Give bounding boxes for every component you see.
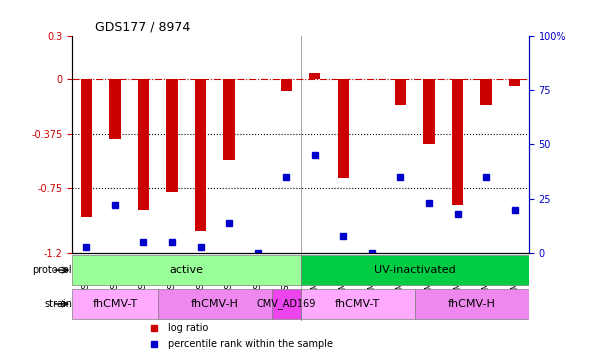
Text: active: active (169, 265, 203, 275)
Bar (309, 74, 320, 79)
Bar (81, 79, 92, 217)
Bar (423, 79, 435, 145)
FancyBboxPatch shape (72, 289, 157, 319)
FancyBboxPatch shape (272, 289, 300, 319)
FancyBboxPatch shape (300, 255, 529, 285)
Text: fhCMV-H: fhCMV-H (448, 299, 496, 309)
Bar (224, 79, 235, 160)
Text: fhCMV-T: fhCMV-T (93, 299, 138, 309)
Text: fhCMV-H: fhCMV-H (191, 299, 239, 309)
Bar (480, 79, 492, 105)
Bar (195, 79, 206, 231)
Text: log ratio: log ratio (168, 323, 209, 333)
Bar (338, 79, 349, 178)
Bar (281, 79, 292, 91)
Text: protocol: protocol (32, 265, 72, 275)
Bar (166, 79, 178, 192)
Text: UV-inactivated: UV-inactivated (374, 265, 456, 275)
Bar (109, 79, 121, 139)
Bar (138, 79, 149, 210)
FancyBboxPatch shape (300, 289, 415, 319)
Bar (452, 79, 463, 205)
FancyBboxPatch shape (72, 255, 300, 285)
Text: CMV_AD169: CMV_AD169 (257, 298, 316, 310)
FancyBboxPatch shape (157, 289, 272, 319)
Text: strain: strain (44, 299, 72, 309)
Text: percentile rank within the sample: percentile rank within the sample (168, 339, 333, 349)
Bar (509, 79, 520, 86)
Text: fhCMV-T: fhCMV-T (335, 299, 380, 309)
FancyBboxPatch shape (415, 289, 529, 319)
Bar (395, 79, 406, 105)
Text: GDS177 / 8974: GDS177 / 8974 (95, 20, 190, 33)
